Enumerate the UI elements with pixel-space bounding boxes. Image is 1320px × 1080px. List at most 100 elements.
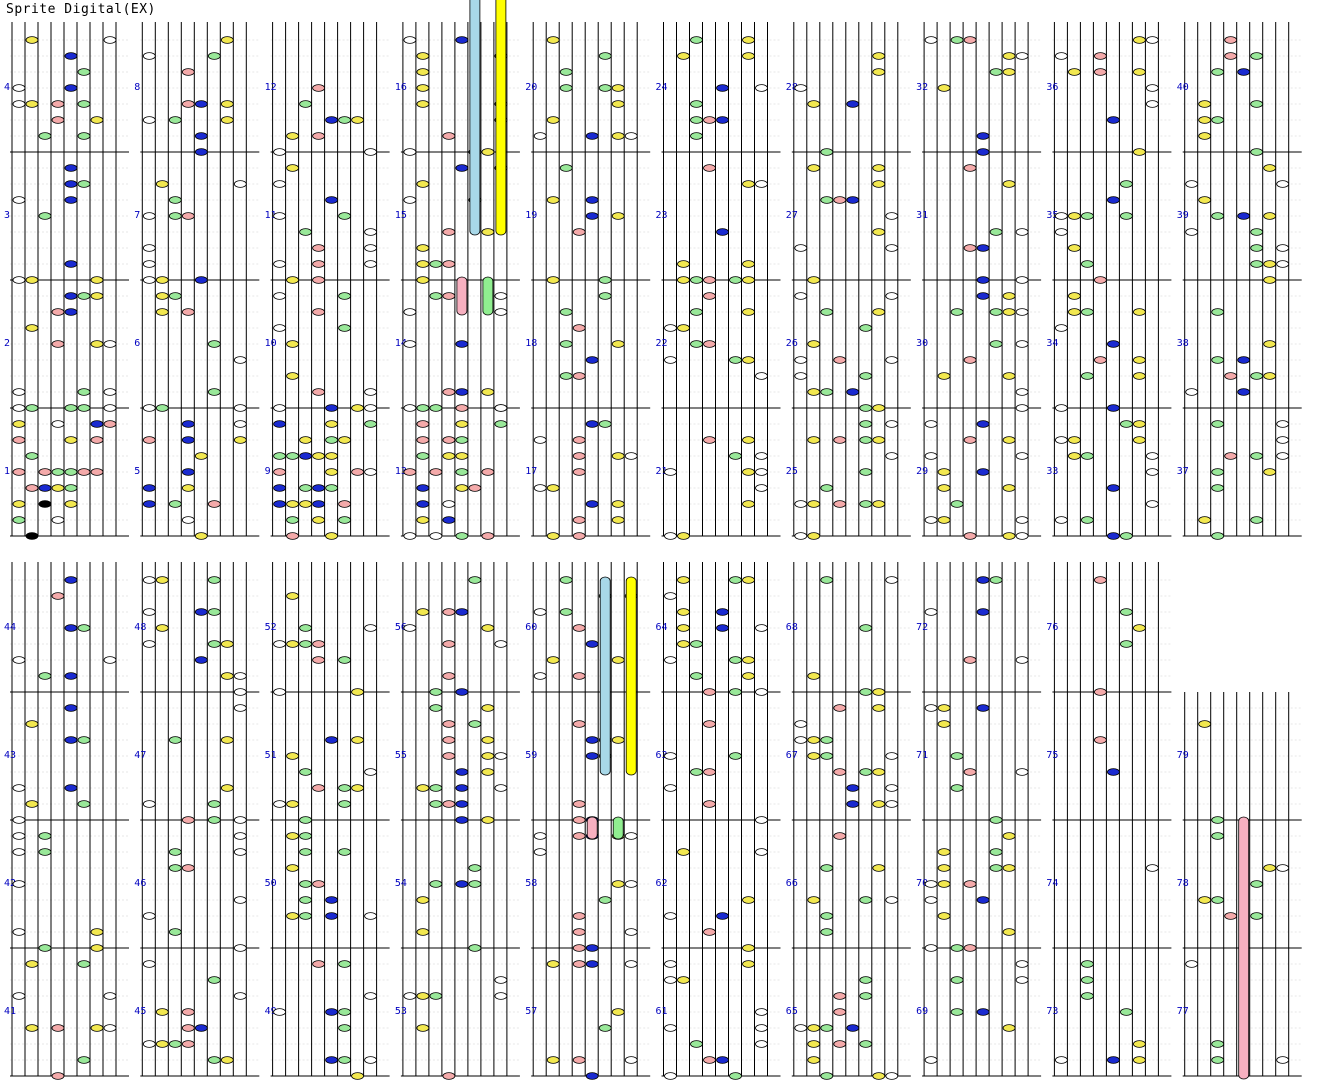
note-m39-8: [1211, 212, 1225, 220]
note-m62-4: [742, 896, 755, 904]
note-m64-15: [664, 592, 677, 600]
note-m19-2: [572, 228, 586, 236]
note-m33-3: [1081, 516, 1094, 524]
note-m23-1: [690, 276, 703, 284]
note-m17-11: [624, 452, 638, 460]
note-m22-3: [742, 356, 755, 364]
note-m13-15: [416, 452, 430, 460]
note-m32-1: [976, 132, 990, 140]
note-m4-0: [38, 132, 52, 140]
note-m64-3: [690, 672, 703, 680]
note-m3-2: [90, 276, 104, 284]
note-m3-4: [38, 212, 52, 220]
note-m18-2: [585, 356, 599, 364]
note-m55-13: [494, 752, 508, 760]
note-m64-2: [755, 688, 768, 696]
note-m12-8: [312, 84, 326, 92]
note-m27-6: [833, 196, 847, 204]
note-m34-10: [1133, 308, 1146, 316]
note-m29-0: [963, 532, 977, 540]
note-m14-1: [494, 404, 508, 412]
note-m8-11: [220, 36, 234, 44]
note-m71-3: [1015, 768, 1029, 776]
note-m38-1: [1237, 388, 1251, 396]
note-m55-4: [455, 800, 469, 808]
note-m11-10: [338, 212, 352, 220]
note-m44-6: [51, 592, 65, 600]
note-m39-14: [1263, 164, 1277, 172]
note-m34-6: [1107, 340, 1120, 348]
note-m19-5: [546, 196, 560, 204]
measure-number-18: 18: [525, 338, 537, 349]
note-m2-10: [64, 292, 78, 300]
measure-number-44: 44: [4, 622, 16, 633]
note-m1-5: [64, 500, 78, 508]
note-m9-17: [364, 468, 378, 476]
note-m7-6: [168, 212, 182, 220]
note-m45-12: [142, 960, 156, 968]
note-m12-5: [338, 116, 352, 124]
note-m57-1: [546, 1056, 560, 1064]
note-m14-7: [403, 308, 417, 316]
note-m5-0: [194, 532, 208, 540]
note-m29-15: [924, 420, 938, 428]
measure-number-6: 6: [134, 338, 140, 349]
note-m7-9: [155, 180, 169, 188]
note-m31-7: [963, 164, 977, 172]
note-m9-11: [299, 484, 313, 492]
note-m20-0: [533, 132, 547, 140]
note-m70-3: [1002, 928, 1016, 936]
note-m27-1: [794, 244, 808, 252]
note-m61-5: [755, 1040, 768, 1048]
note-m71-7: [937, 704, 951, 712]
note-m11-8: [364, 228, 378, 236]
note-m40-0: [1250, 148, 1264, 156]
note-m26-10: [807, 340, 821, 348]
note-m10-10: [338, 292, 352, 300]
note-m17-14: [585, 420, 599, 428]
note-m39-12: [1185, 180, 1199, 188]
note-m77-3: [1185, 960, 1199, 968]
note-m45-0: [207, 1056, 221, 1064]
note-m58-1: [585, 944, 599, 952]
note-m18-3: [559, 340, 573, 348]
note-m9-6: [286, 500, 300, 508]
measure-number-4: 4: [4, 82, 10, 93]
note-m49-2: [338, 1056, 352, 1064]
note-m71-4: [950, 752, 964, 760]
note-m75-1: [1094, 736, 1107, 744]
note-m33-4: [1146, 500, 1159, 508]
note-m16-11: [403, 36, 417, 44]
note-m21-4: [664, 468, 677, 476]
note-m56-8: [442, 608, 456, 616]
note-m67-8: [807, 752, 821, 760]
note-m10-6: [273, 324, 287, 332]
note-m19-0: [546, 276, 560, 284]
note-m49-9: [312, 960, 326, 968]
note-m26-8: [833, 356, 847, 364]
note-m43-4: [64, 784, 78, 792]
note-m25-1: [807, 532, 821, 540]
note-m50-9: [299, 848, 313, 856]
note-m63-3: [690, 768, 703, 776]
note-m10-5: [286, 340, 300, 348]
note-m66-5: [820, 864, 834, 872]
note-m51-1: [273, 800, 287, 808]
measure-number-28: 28: [786, 82, 798, 93]
note-m25-4: [833, 500, 847, 508]
note-m55-3: [442, 800, 456, 808]
note-m42-2: [12, 928, 26, 936]
note-m51-5: [338, 784, 352, 792]
note-m7-7: [181, 212, 195, 220]
note-m55-15: [481, 736, 495, 744]
note-m30-9: [1002, 308, 1016, 316]
note-m16-12: [455, 36, 469, 44]
note-m69-3: [976, 1008, 990, 1016]
note-m71-1: [950, 784, 964, 792]
note-m9-21: [312, 452, 326, 460]
note-m78-6: [1276, 864, 1290, 872]
note-m57-0: [585, 1072, 599, 1080]
note-m13-1: [429, 532, 443, 540]
measure-number-12: 12: [265, 82, 277, 93]
